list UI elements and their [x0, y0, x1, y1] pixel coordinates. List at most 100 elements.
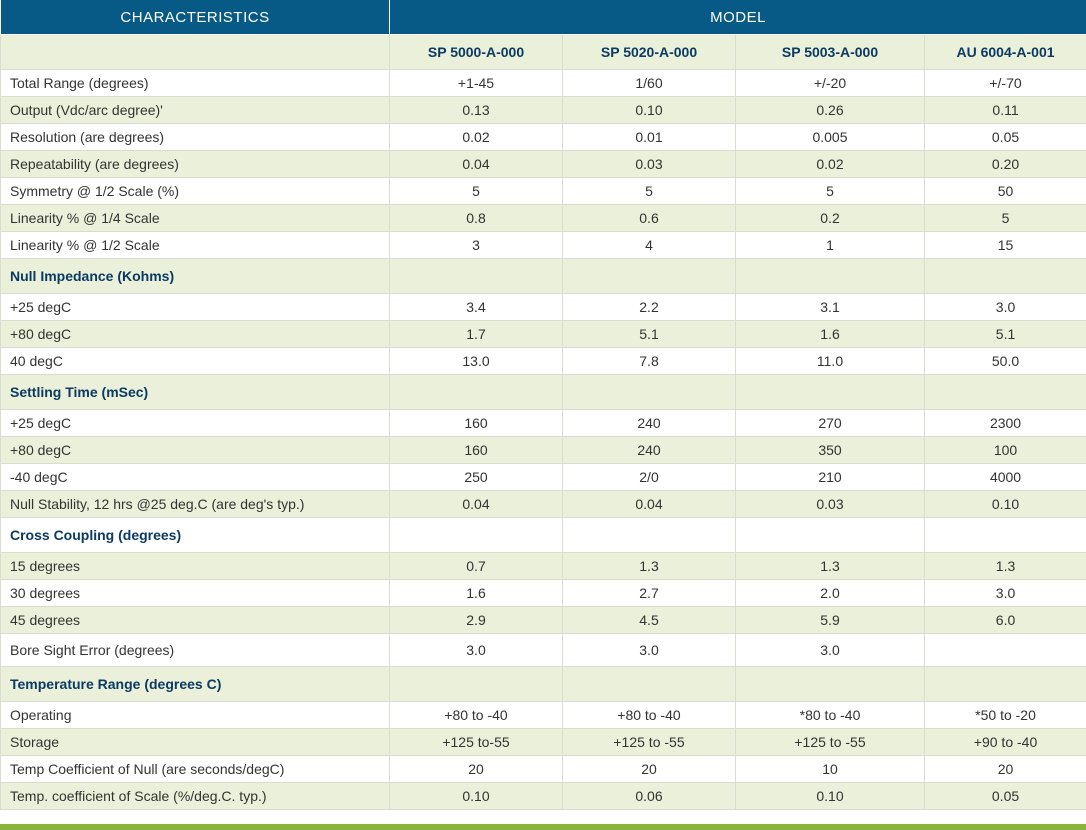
- value-cell: +125 to-55: [389, 728, 563, 756]
- value-cell: 3.0: [923, 293, 1086, 321]
- header-row: CHARACTERISTICS MODEL: [0, 0, 1086, 35]
- value-cell: 0.11: [923, 96, 1086, 124]
- section-label: Null Impedance (Kohms): [0, 258, 390, 294]
- value-cell: 6.0: [923, 606, 1086, 634]
- value-cell: 1.3: [923, 552, 1086, 580]
- value-cell: 0.01: [562, 123, 736, 151]
- row-label: 45 degrees: [0, 606, 390, 634]
- value-cell: 4.5: [562, 606, 736, 634]
- table-row: Temp Coefficient of Null (are seconds/de…: [0, 755, 1086, 783]
- value-cell: 7.8: [562, 347, 736, 375]
- value-cell: [735, 517, 925, 553]
- value-cell: 5: [923, 204, 1086, 232]
- value-cell: 3: [389, 231, 563, 259]
- value-cell: [923, 374, 1086, 410]
- table-row: Null Stability, 12 hrs @25 deg.C (are de…: [0, 490, 1086, 518]
- value-cell: [923, 517, 1086, 553]
- row-label: Symmetry @ 1/2 Scale (%): [0, 177, 390, 205]
- row-label: +25 degC: [0, 409, 390, 437]
- row-label: +80 degC: [0, 436, 390, 464]
- row-label: Resolution (are degrees): [0, 123, 390, 151]
- value-cell: [389, 517, 563, 553]
- value-cell: +90 to -40: [923, 728, 1086, 756]
- value-cell: 160: [389, 409, 563, 437]
- value-cell: 2.7: [562, 579, 736, 607]
- value-cell: 3.0: [562, 633, 736, 667]
- value-cell: 240: [562, 409, 736, 437]
- row-label: Bore Sight Error (degrees): [0, 633, 390, 667]
- value-cell: 1.6: [735, 320, 925, 348]
- row-label: 40 degC: [0, 347, 390, 375]
- value-cell: *50 to -20: [923, 701, 1086, 729]
- table-row: 45 degrees 2.9 4.5 5.9 6.0: [0, 606, 1086, 634]
- value-cell: 3.0: [923, 579, 1086, 607]
- value-cell: 0.26: [735, 96, 925, 124]
- value-cell: 5.1: [562, 320, 736, 348]
- row-label: Linearity % @ 1/4 Scale: [0, 204, 390, 232]
- table-row: Bore Sight Error (degrees) 3.0 3.0 3.0: [0, 633, 1086, 667]
- row-label: Storage: [0, 728, 390, 756]
- value-cell: 20: [389, 755, 563, 783]
- value-cell: 50: [923, 177, 1086, 205]
- value-cell: 1.7: [389, 320, 563, 348]
- value-cell: 10: [735, 755, 925, 783]
- row-label: -40 degC: [0, 463, 390, 491]
- value-cell: [735, 374, 925, 410]
- row-label: 15 degrees: [0, 552, 390, 580]
- value-cell: [562, 517, 736, 553]
- value-cell: 4000: [923, 463, 1086, 491]
- value-cell: [389, 374, 563, 410]
- value-cell: [735, 666, 925, 702]
- model-header: MODEL: [388, 0, 1086, 35]
- value-cell: +125 to -55: [735, 728, 925, 756]
- value-cell: 0.10: [389, 782, 563, 810]
- value-cell: 160: [389, 436, 563, 464]
- value-cell: 3.0: [389, 633, 563, 667]
- table-row: Total Range (degrees) +1-45 1/60 +/-20 +/-70: [0, 69, 1086, 97]
- value-cell: 3.1: [735, 293, 925, 321]
- value-cell: 270: [735, 409, 925, 437]
- table-row: +25 degC 160 240 270 2300: [0, 409, 1086, 437]
- value-cell: [389, 258, 563, 294]
- table-row: Linearity % @ 1/2 Scale 3 4 1 15: [0, 231, 1086, 259]
- table-row: Temp. coefficient of Scale (%/deg.C. typ…: [0, 782, 1086, 810]
- value-cell: 0.6: [562, 204, 736, 232]
- bottom-accent-bar: [0, 824, 1086, 830]
- value-cell: 5.1: [923, 320, 1086, 348]
- value-cell: 0.05: [923, 123, 1086, 151]
- row-label: Linearity % @ 1/2 Scale: [0, 231, 390, 259]
- table-row: Resolution (are degrees) 0.02 0.01 0.005 0.0…: [0, 123, 1086, 151]
- row-label: +25 degC: [0, 293, 390, 321]
- value-cell: [923, 258, 1086, 294]
- value-cell: 0.2: [735, 204, 925, 232]
- value-cell: 0.02: [735, 150, 925, 178]
- row-label: Output (Vdc/arc degree)': [0, 96, 390, 124]
- value-cell: 0.8: [389, 204, 563, 232]
- value-cell: 5.9: [735, 606, 925, 634]
- table-row: 30 degrees 1.6 2.7 2.0 3.0: [0, 579, 1086, 607]
- value-cell: 0.10: [562, 96, 736, 124]
- value-cell: +/-20: [735, 69, 925, 97]
- value-cell: +125 to -55: [562, 728, 736, 756]
- section-row: Settling Time (mSec): [0, 374, 1086, 410]
- value-cell: +1-45: [389, 69, 563, 97]
- model-name: SP 5000-A-000: [389, 34, 563, 70]
- model-name: SP 5020-A-000: [562, 34, 736, 70]
- value-cell: 0.13: [389, 96, 563, 124]
- row-label: Temp. coefficient of Scale (%/deg.C. typ…: [0, 782, 390, 810]
- value-cell: 240: [562, 436, 736, 464]
- value-cell: 0.06: [562, 782, 736, 810]
- value-cell: 0.005: [735, 123, 925, 151]
- value-cell: 4: [562, 231, 736, 259]
- value-cell: 20: [562, 755, 736, 783]
- characteristics-header: CHARACTERISTICS: [0, 0, 390, 35]
- table-row: Output (Vdc/arc degree)' 0.13 0.10 0.26 0.11: [0, 96, 1086, 124]
- section-row: Null Impedance (Kohms): [0, 258, 1086, 294]
- table-row: +80 degC 1.7 5.1 1.6 5.1: [0, 320, 1086, 348]
- row-label: Total Range (degrees): [0, 69, 390, 97]
- value-cell: 1/60: [562, 69, 736, 97]
- value-cell: 3.0: [735, 633, 925, 667]
- value-cell: 0.05: [923, 782, 1086, 810]
- table-row: Repeatability (are degrees) 0.04 0.03 0.02 0…: [0, 150, 1086, 178]
